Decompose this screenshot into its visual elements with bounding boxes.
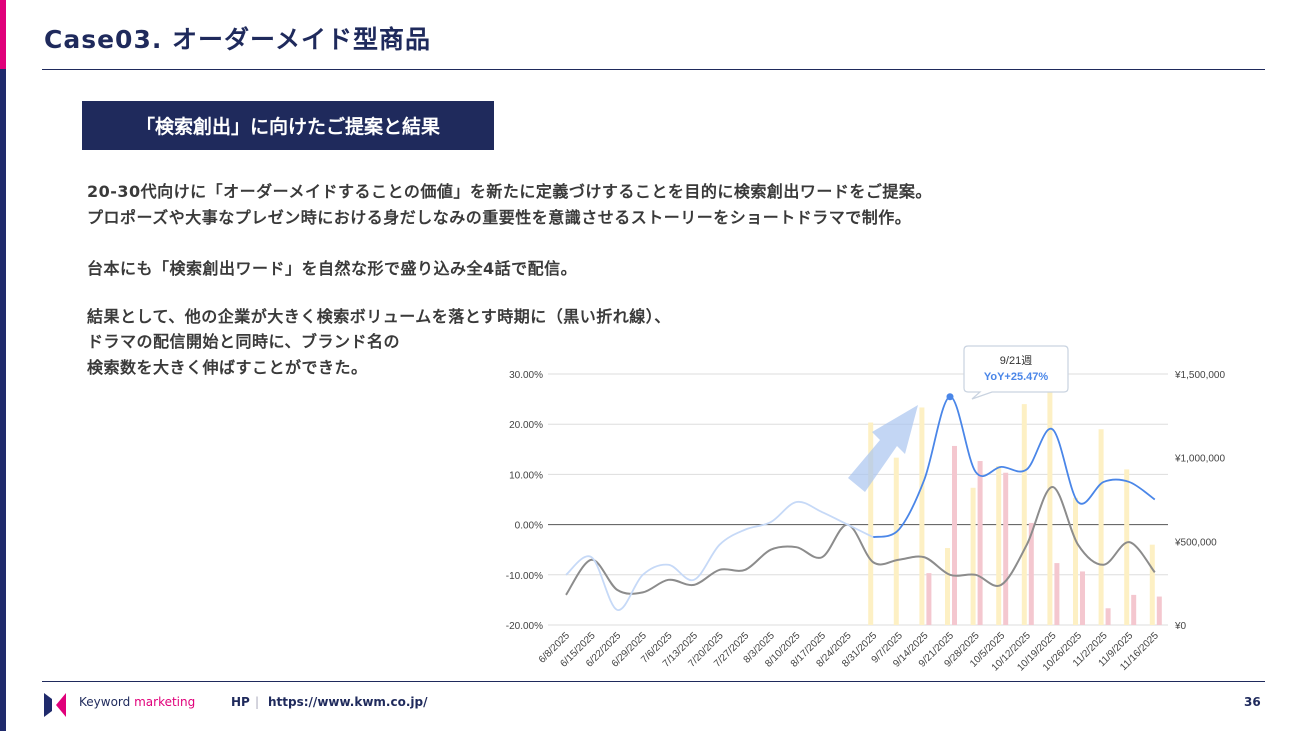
body-line: ドラマの配信開始と同時に、ブランド名の	[87, 332, 401, 351]
bar-yellow	[893, 457, 899, 625]
line-light-blue	[565, 500, 874, 611]
bar-yellow	[1124, 469, 1130, 625]
left-tick-label: 30.00%	[509, 370, 543, 381]
right-tick-label: ¥0	[1174, 621, 1187, 632]
body-line: 20-30代向けに「オーダーメイドすることの価値」を新たに定義づけすることを目的…	[87, 182, 932, 201]
footer-separator: |	[255, 695, 260, 709]
bar-yellow	[945, 548, 950, 625]
right-tick-label: ¥1,000,000	[1174, 454, 1225, 465]
line-gray	[565, 485, 1156, 596]
logo-word-keyword: Keyword	[79, 695, 131, 709]
annotation-callout: 9/21週 YoY+25.47%	[963, 345, 1069, 400]
line-blue	[872, 395, 1156, 539]
page-title: Case03. オーダーメイド型商品	[44, 25, 432, 54]
bar-pink	[1028, 522, 1034, 625]
website-link[interactable]: https://www.kwm.co.jp/	[268, 695, 428, 709]
bar-yellow	[996, 466, 1002, 625]
bar-yellow	[1021, 404, 1027, 625]
accent-bar-navy	[0, 69, 6, 731]
body-line: 検索数を大きく伸ばすことができた。	[87, 358, 368, 377]
left-tick-label: -20.00%	[506, 621, 543, 632]
bar-pink	[1054, 563, 1060, 625]
footer-divider	[42, 681, 1265, 682]
left-tick-label: 0.00%	[515, 521, 543, 532]
bar-pink	[1003, 472, 1009, 625]
logo-icon	[44, 693, 66, 717]
bar-yellow	[1149, 544, 1155, 625]
annotation-text: YoY+25.47%	[984, 371, 1049, 383]
logo-word-marketing: marketing	[134, 695, 196, 709]
hp-label: HP	[231, 695, 250, 709]
bar-pink	[1131, 594, 1137, 625]
body-line: 結果として、他の企業が大きく検索ボリュームを落とす時期に（黒い折れ線）、	[87, 307, 671, 326]
bar-yellow	[868, 422, 874, 625]
bar-pink	[1156, 596, 1162, 625]
bar-yellow	[1047, 392, 1053, 625]
logo-text: Keyword marketing	[79, 695, 195, 709]
left-tick-label: 20.00%	[509, 420, 543, 431]
right-tick-label: ¥1,500,000	[1174, 370, 1225, 381]
body-line: プロポーズや大事なプレゼン時における身だしなみの重要性を意識させるストーリーをシ…	[87, 208, 912, 227]
bar-yellow	[1098, 429, 1104, 625]
header-divider	[42, 69, 1265, 70]
left-tick-label: -10.00%	[506, 571, 543, 582]
accent-bar-pink	[0, 0, 6, 69]
left-tick-label: 10.00%	[509, 470, 543, 481]
bar-pink	[952, 445, 957, 625]
annotation-week: 9/21週	[1000, 354, 1032, 367]
bar-yellow	[919, 407, 925, 625]
body-line: 台本にも「検索創出ワード」を自然な形で盛り込み全4話で配信。	[87, 259, 578, 278]
section-heading: 「検索創出」に向けたご提案と結果	[82, 101, 494, 150]
page-number: 36	[1244, 695, 1261, 709]
highlight-point	[946, 393, 954, 401]
growth-arrow-icon	[848, 405, 918, 492]
bar-yellow	[1073, 497, 1078, 625]
bar-pink	[1080, 571, 1085, 625]
bar-pink	[977, 461, 983, 625]
right-tick-label: ¥500,000	[1174, 537, 1217, 548]
bar-pink	[1105, 608, 1111, 625]
bar-yellow	[970, 487, 976, 625]
bar-pink	[926, 573, 932, 625]
